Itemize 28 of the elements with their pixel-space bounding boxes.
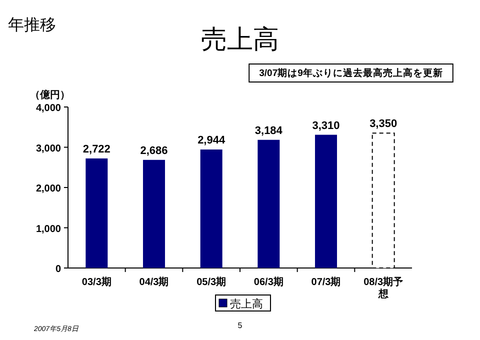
legend-label: 売上高 bbox=[230, 298, 263, 310]
data-label: 3,350 bbox=[370, 118, 398, 130]
x-tick-label: 06/3期 bbox=[254, 276, 284, 288]
bar bbox=[258, 140, 280, 268]
text: 5 bbox=[238, 321, 243, 330]
y-tick-label: 4,000 bbox=[36, 103, 62, 114]
y-tick-label: 3,000 bbox=[36, 143, 62, 154]
x-tick-label: 04/3期 bbox=[139, 276, 169, 288]
bar bbox=[315, 134, 337, 268]
data-label: 3,310 bbox=[312, 120, 340, 132]
x-tick-label: 05/3期 bbox=[196, 276, 226, 288]
bar bbox=[86, 158, 108, 268]
text: 3/07期は9年ぶりに過去最高売上高を更新 bbox=[259, 67, 443, 79]
y-tick-label: 1,000 bbox=[36, 224, 62, 235]
x-tick-label: 08/3期予想 bbox=[364, 276, 404, 300]
data-label: 2,944 bbox=[198, 134, 226, 147]
x-tick-label: 07/3期 bbox=[311, 276, 341, 288]
chart-title: 売上高 bbox=[201, 24, 279, 54]
data-label: 2,722 bbox=[82, 143, 110, 156]
bar bbox=[143, 160, 165, 268]
y-axis-title: （億円） bbox=[30, 89, 70, 101]
data-label: 2,686 bbox=[140, 144, 168, 157]
y-tick-label: 2,000 bbox=[36, 184, 62, 194]
x-tick-label: 03/3期 bbox=[82, 276, 112, 288]
bar bbox=[200, 150, 222, 268]
y-tick-label: 0 bbox=[55, 264, 62, 275]
data-label: 3,184 bbox=[254, 124, 284, 137]
text: 年推移 bbox=[8, 17, 56, 34]
